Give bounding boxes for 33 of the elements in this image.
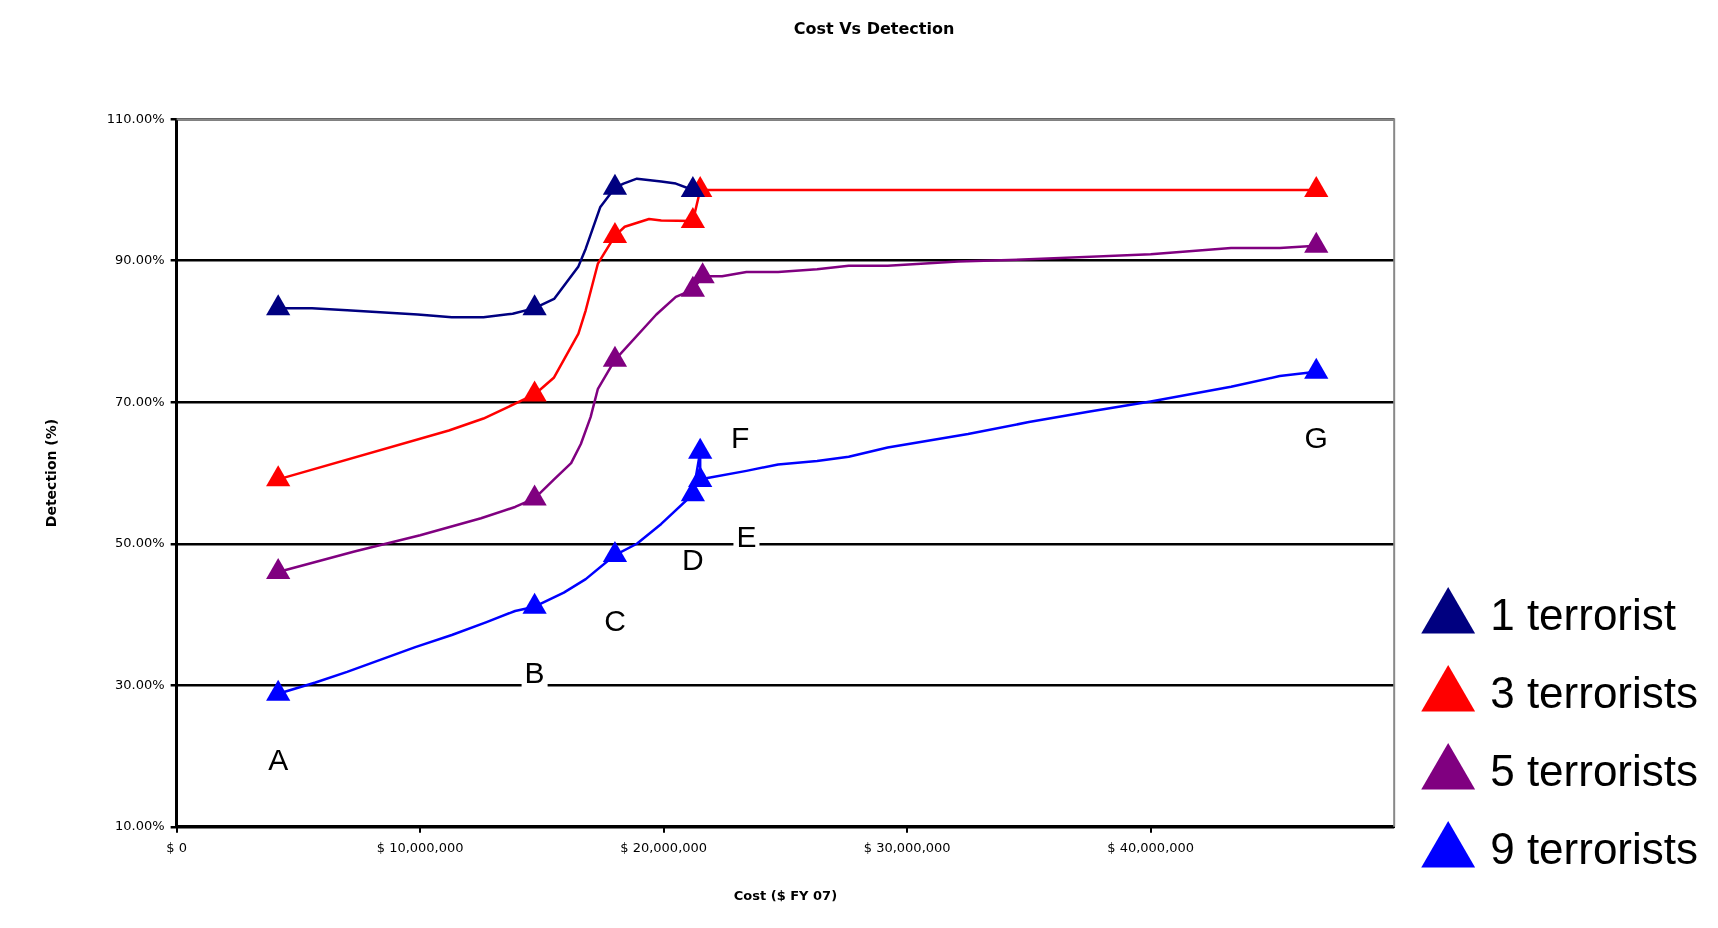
legend-label: 1 terrorist xyxy=(1490,590,1677,640)
point xyxy=(266,294,291,316)
annotation: G xyxy=(1304,421,1328,455)
legend-label: 5 terrorists xyxy=(1490,746,1699,796)
annotation: B xyxy=(524,656,545,689)
x-tick-label: $ 0 xyxy=(166,839,187,855)
x-tick-label: $ 20,000,000 xyxy=(620,839,708,855)
y-tick-label: 10.00% xyxy=(115,818,165,834)
y-tick-label: 70.00% xyxy=(115,393,165,409)
x-tick-label: $ 10,000,000 xyxy=(376,839,464,855)
point xyxy=(266,558,291,580)
point xyxy=(1304,175,1329,197)
legend-label: 3 terrorists xyxy=(1490,668,1699,718)
y-tick-label: 110.00% xyxy=(106,110,165,126)
point xyxy=(680,175,705,197)
annotation: E xyxy=(736,520,757,554)
annotation: F xyxy=(731,421,750,455)
point xyxy=(1304,357,1329,379)
legend-label: 9 terrorists xyxy=(1490,824,1699,874)
point xyxy=(688,437,713,459)
y-tick-label: 50.00% xyxy=(115,535,165,551)
y-tick-label: 90.00% xyxy=(115,252,165,268)
annotation: D xyxy=(682,543,704,577)
x-tick-label: $ 40,000,000 xyxy=(1107,839,1195,855)
point xyxy=(1304,231,1329,253)
y-axis-title: Detection (%) xyxy=(43,418,60,528)
annotation: A xyxy=(268,743,289,777)
point xyxy=(266,679,291,701)
x-tick-label: $ 30,000,000 xyxy=(863,839,951,855)
y-tick-label: 30.00% xyxy=(115,676,165,692)
x-axis-title: Cost ($ FY 07) xyxy=(733,887,838,903)
chart-title: Cost Vs Detection xyxy=(793,18,955,38)
annotation: C xyxy=(604,604,626,638)
